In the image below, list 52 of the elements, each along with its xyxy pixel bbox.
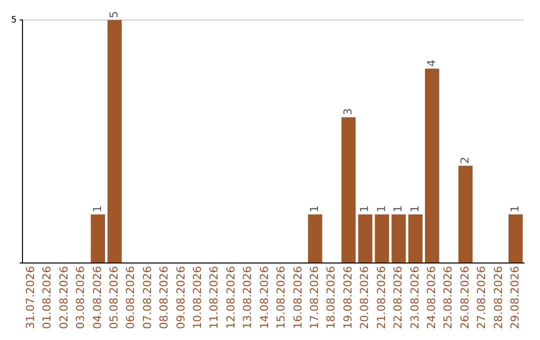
x-tick-label: 19.08.2026 <box>341 266 354 330</box>
x-tick-label: 12.08.2026 <box>224 266 238 330</box>
data-label: 2 <box>458 156 472 164</box>
x-tick-label: 25.08.2026 <box>442 266 455 330</box>
data-label: 1 <box>392 205 405 212</box>
bar <box>308 214 322 263</box>
x-tick-label: 01.08.2026 <box>40 266 54 330</box>
data-label: 1 <box>408 205 422 212</box>
x-tick-label: 26.08.2026 <box>458 266 472 330</box>
x-tick-label: 20.08.2026 <box>358 266 372 330</box>
x-tick-label: 17.08.2026 <box>308 266 321 330</box>
x-tick-label: 13.08.2026 <box>241 266 254 330</box>
data-label: 1 <box>90 205 104 212</box>
x-tick-label: 14.08.2026 <box>258 266 271 330</box>
data-label: 1 <box>508 205 522 212</box>
x-tick-label: 11.08.2026 <box>208 266 221 330</box>
bar <box>108 20 122 263</box>
x-tick-label: 02.08.2026 <box>57 266 70 330</box>
x-tick-label: 05.08.2026 <box>107 266 120 330</box>
bar <box>425 68 440 263</box>
bar <box>374 214 390 263</box>
bar <box>341 117 356 263</box>
x-tick-label: 06.08.2026 <box>124 266 138 330</box>
x-tick-label: 23.08.2026 <box>408 266 422 330</box>
data-label: 1 <box>308 205 321 212</box>
x-tick-label: 08.08.2026 <box>158 266 171 330</box>
x-tick-label: 04.08.2026 <box>90 266 104 330</box>
data-label: 1 <box>374 205 388 212</box>
data-label: 5 <box>107 11 120 18</box>
x-tick-label: 22.08.2026 <box>392 266 405 330</box>
x-tick-label: 31.07.2026 <box>24 266 37 330</box>
x-tick-label: 28.08.2026 <box>492 266 505 330</box>
x-tick-label: 09.08.2026 <box>174 266 188 330</box>
bar <box>358 214 372 263</box>
x-tick-label: 10.08.2026 <box>191 266 204 330</box>
data-label: 4 <box>424 60 438 67</box>
data-label: 1 <box>358 205 372 212</box>
bar <box>408 214 422 263</box>
bar <box>392 214 406 263</box>
x-tick-label: 16.08.2026 <box>291 266 304 330</box>
data-label: 3 <box>341 108 354 116</box>
x-tick-label: 29.08.2026 <box>508 266 522 330</box>
x-tick-label: 21.08.2026 <box>374 266 388 330</box>
bar <box>90 214 106 263</box>
bar <box>458 166 473 263</box>
x-tick-label: 07.08.2026 <box>140 266 154 330</box>
x-tick-label: 27.08.2026 <box>475 266 488 330</box>
x-tick-label: 03.08.2026 <box>74 266 88 330</box>
bar <box>508 214 523 263</box>
x-tick-label: 24.08.2026 <box>424 266 438 330</box>
x-tick-label: 15.08.2026 <box>274 266 288 330</box>
x-tick-label: 18.08.2026 <box>324 266 338 330</box>
